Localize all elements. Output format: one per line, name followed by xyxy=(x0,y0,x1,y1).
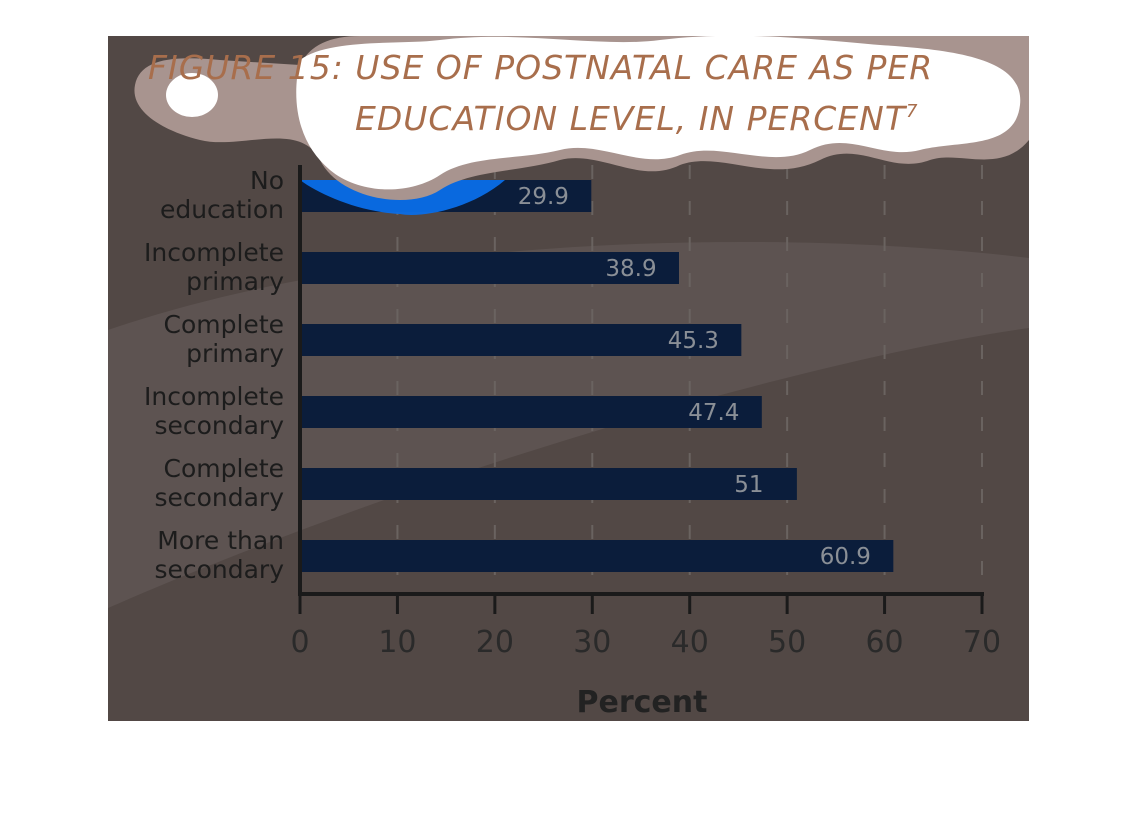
chart-title-line-2: EDUCATION LEVEL, IN PERCENT xyxy=(355,99,908,138)
labels: 29.9Noeducation38.9Incompleteprimary45.3… xyxy=(144,166,1001,660)
x-tick-label: 0 xyxy=(290,625,309,660)
y-tick-label: Complete xyxy=(164,454,284,483)
data-label: 45.3 xyxy=(668,328,719,354)
y-tick-label: Incomplete xyxy=(144,382,284,411)
chart-title-line-2-group: EDUCATION LEVEL, IN PERCENT 7 xyxy=(355,99,918,138)
x-tick-label: 60 xyxy=(865,625,903,660)
y-tick-label: secondary xyxy=(154,411,284,440)
y-tick-label: secondary xyxy=(154,555,284,584)
bar xyxy=(300,252,679,284)
y-tick-label: primary xyxy=(186,339,284,368)
data-label: 47.4 xyxy=(688,400,739,426)
y-tick-label: primary xyxy=(186,267,284,296)
bar xyxy=(300,468,797,500)
bar xyxy=(300,324,742,356)
data-label: 38.9 xyxy=(605,256,656,282)
bar xyxy=(300,540,894,572)
y-tick-label: Complete xyxy=(164,310,284,339)
x-tick-label: 30 xyxy=(573,625,611,660)
title-cloud xyxy=(108,35,1029,200)
x-tick-label: 40 xyxy=(671,625,709,660)
y-tick-label: secondary xyxy=(154,483,284,512)
cloud-fill xyxy=(296,35,1021,190)
x-tick-label: 10 xyxy=(378,625,416,660)
bar xyxy=(300,396,762,428)
data-label: 51 xyxy=(734,472,763,498)
title-superscript: 7 xyxy=(906,101,918,122)
y-tick-label: education xyxy=(160,195,284,224)
cloud-hole xyxy=(166,73,218,117)
y-tick-label: More than xyxy=(157,526,284,555)
y-tick-label: Incomplete xyxy=(144,238,284,267)
y-tick-label: No xyxy=(250,166,284,195)
x-tick-label: 20 xyxy=(476,625,514,660)
chart-title-line-1: FIGURE 15: USE OF POSTNATAL CARE AS PER xyxy=(148,48,933,87)
axes xyxy=(298,165,984,614)
x-tick-label: 50 xyxy=(768,625,806,660)
x-axis-title: Percent xyxy=(577,685,708,720)
x-tick-label: 70 xyxy=(963,625,1001,660)
data-label: 60.9 xyxy=(820,544,871,570)
data-label: 29.9 xyxy=(518,184,569,210)
